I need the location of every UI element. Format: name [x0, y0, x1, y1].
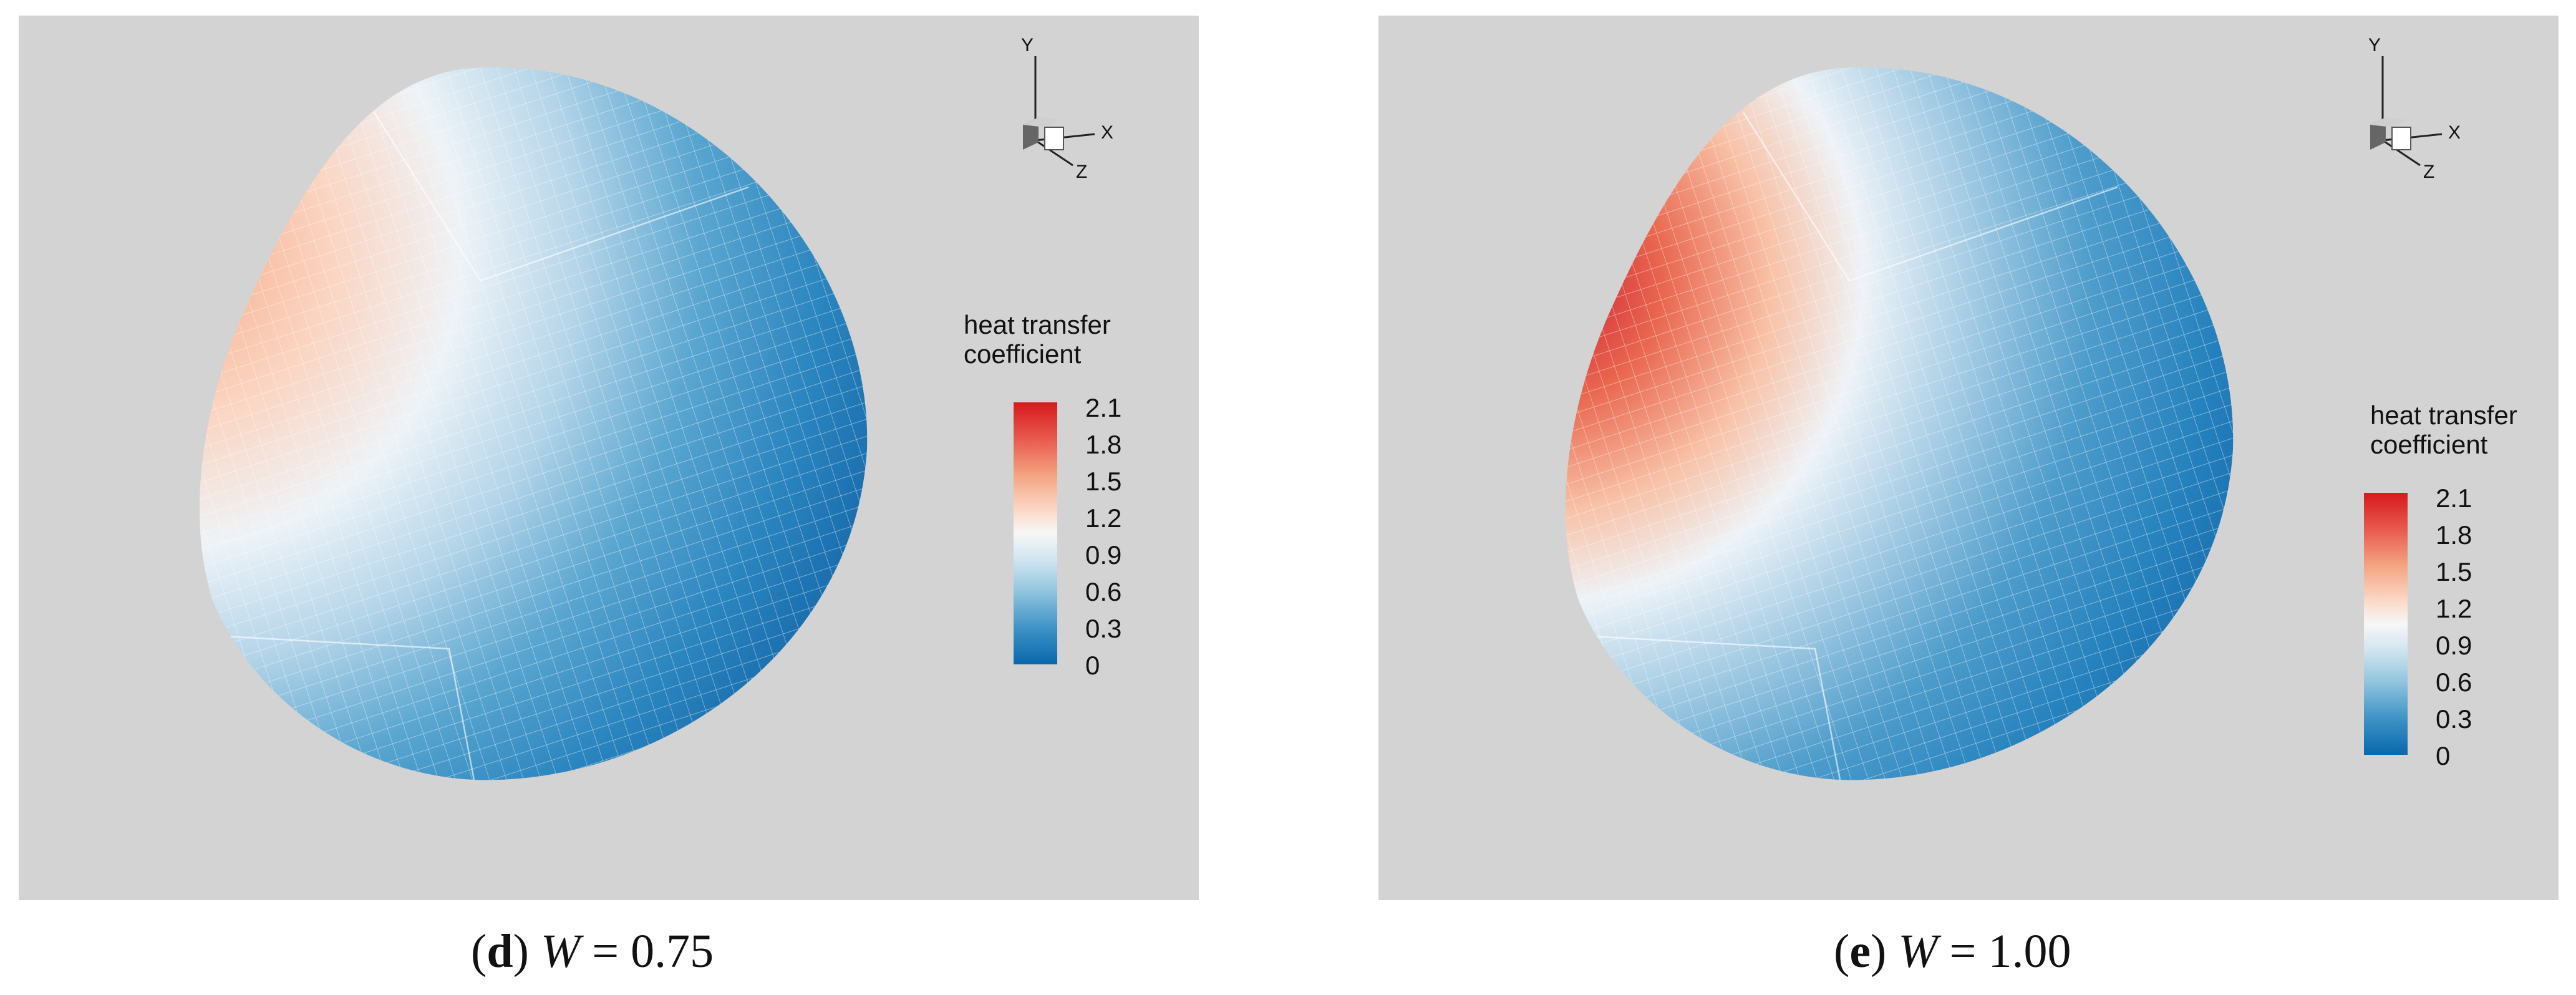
legend-title-line1: heat transfer [964, 310, 1111, 339]
axis-label-x: X [2448, 122, 2461, 143]
legend-tick: 1.2 [1085, 503, 1121, 533]
caption-panel-e: (e) W = 1.00 [1834, 925, 2071, 978]
caption-letter: e [1849, 925, 1871, 978]
caption-variable: W [1898, 925, 1938, 978]
legend-title-line2: coefficient [2370, 430, 2488, 459]
legend-tick: 0 [2436, 741, 2450, 770]
legend-tick: 0.9 [2436, 631, 2472, 660]
legend-tick: 0.6 [2436, 667, 2472, 697]
legend-title-line1: heat transfer [2370, 400, 2517, 430]
caption-variable: W [540, 925, 581, 978]
axis-label-x: X [1101, 122, 1113, 143]
legend-tick: 2.1 [1085, 393, 1121, 422]
colorbar [2364, 493, 2408, 755]
caption-value: 1.00 [1988, 925, 2071, 978]
legend-tick: 0.3 [1085, 614, 1121, 643]
caption-letter: d [487, 925, 513, 978]
colorbar-legend: heat transfer coefficient 2.1 1.8 1.5 1.… [2364, 400, 2517, 770]
legend-tick: 2.1 [2436, 483, 2472, 513]
panel-d: Y X Z heat transfer coefficient 2.1 1.8 … [19, 16, 1199, 900]
legend-tick: 1.8 [1085, 430, 1121, 459]
legend-tick: 1.2 [2436, 594, 2472, 623]
legend-tick: 1.5 [2436, 557, 2472, 586]
sphere-surface [200, 67, 868, 780]
legend-tick: 0.6 [1085, 577, 1121, 606]
legend-tick: 1.5 [1085, 467, 1121, 496]
panel-e: Y X Z heat transfer coefficient 2.1 1.8 … [1378, 16, 2559, 900]
axis-label-z: Z [2423, 162, 2434, 182]
legend-tick: 0.9 [1085, 540, 1121, 570]
colorbar [1014, 402, 1057, 664]
axis-label-y: Y [2368, 35, 2381, 56]
legend-title-line2: coefficient [964, 339, 1082, 369]
legend-tick: 0 [1085, 651, 1100, 680]
colorbar-legend: heat transfer coefficient 2.1 1.8 1.5 1.… [964, 310, 1121, 680]
legend-tick: 1.8 [2436, 520, 2472, 550]
axis-triad: Y X Z [2368, 35, 2461, 182]
caption-value: 0.75 [631, 925, 714, 978]
legend-tick: 0.3 [2436, 704, 2472, 734]
axis-triad: Y X Z [1021, 35, 1113, 182]
caption-panel-d: (d) W = 0.75 [471, 925, 714, 978]
sphere-surface [1566, 67, 2234, 780]
axis-label-z: Z [1076, 162, 1087, 182]
axis-label-y: Y [1021, 35, 1034, 56]
